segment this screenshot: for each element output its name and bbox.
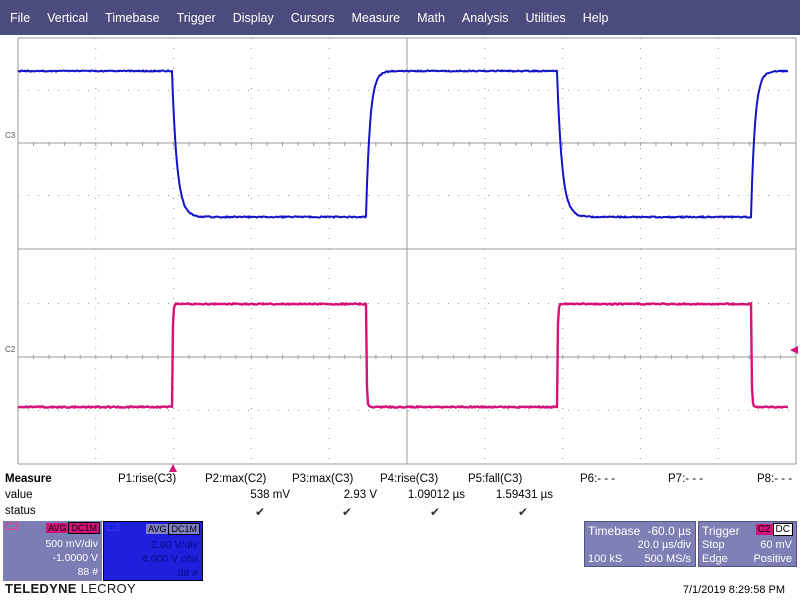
trigger-descriptor[interactable]: Trigger C2 DC Stop 60 mV Edge Positive bbox=[698, 521, 797, 567]
c2-offset: -1.0000 V bbox=[52, 552, 98, 564]
menu-cursors[interactable]: Cursors bbox=[281, 11, 342, 25]
waveform-display[interactable]: C3 C2 bbox=[0, 35, 800, 472]
measure-status-check-icon: ✔ bbox=[430, 505, 440, 519]
menu-bar: File Vertical Timebase Trigger Display Cursor… bbox=[0, 0, 800, 35]
measure-param-name[interactable]: P5:fall(C3) bbox=[468, 473, 522, 485]
c3-tag: C3 bbox=[106, 522, 120, 534]
measure-param-value: 538 mV bbox=[250, 489, 290, 501]
c2-sweeps: 88 # bbox=[78, 566, 98, 578]
c3-avg-flag: AVG bbox=[146, 524, 168, 534]
trigger-position-marker-icon[interactable] bbox=[169, 464, 177, 472]
measure-param-value: 2.93 V bbox=[344, 489, 377, 501]
trigger-coupling: DC bbox=[773, 523, 793, 536]
timebase-delay: -60.0 µs bbox=[647, 524, 691, 538]
c2-channel-descriptor[interactable]: C2 AVG DC1M 500 mV/div -1.0000 V 88 # bbox=[3, 521, 102, 581]
measure-status-check-icon: ✔ bbox=[342, 505, 352, 519]
graticule bbox=[0, 35, 800, 472]
menu-timebase[interactable]: Timebase bbox=[95, 11, 166, 25]
measure-param-name[interactable]: P3:max(C3) bbox=[292, 473, 353, 485]
measure-param-name[interactable]: P1:rise(C3) bbox=[118, 473, 176, 485]
timebase-samples: 100 kS bbox=[588, 553, 622, 565]
trigger-type: Edge bbox=[702, 553, 728, 565]
c3-coupling-flag: DC1M bbox=[168, 523, 200, 535]
menu-file[interactable]: File bbox=[0, 11, 37, 25]
measure-param-name[interactable]: P8:- - - bbox=[757, 473, 792, 485]
c2-coupling-flag: DC1M bbox=[68, 522, 100, 534]
c2-avg-flag: AVG bbox=[46, 523, 68, 533]
menu-vertical[interactable]: Vertical bbox=[37, 11, 95, 25]
measure-value-label: value bbox=[5, 489, 33, 501]
measure-param-value: 1.59431 µs bbox=[496, 489, 553, 501]
c3-vdiv: 2.00 V/div bbox=[151, 539, 198, 551]
brand-logo: TELEDYNE LECROY bbox=[5, 581, 136, 596]
measure-param-name[interactable]: P6:- - - bbox=[580, 473, 615, 485]
brand-sub: LECROY bbox=[81, 581, 136, 596]
trigger-slope: Positive bbox=[753, 553, 792, 565]
c3-level-label: C3 bbox=[5, 131, 15, 140]
timebase-label: Timebase bbox=[588, 524, 640, 538]
c2-waveform bbox=[18, 303, 788, 407]
measure-status-label: status bbox=[5, 505, 36, 517]
menu-measure[interactable]: Measure bbox=[341, 11, 407, 25]
timestamp: 7/1/2019 8:29:58 PM bbox=[683, 584, 785, 596]
menu-math[interactable]: Math bbox=[407, 11, 452, 25]
measure-status-check-icon: ✔ bbox=[255, 505, 265, 519]
measure-status-check-icon: ✔ bbox=[518, 505, 528, 519]
measure-param-name[interactable]: P2:max(C2) bbox=[205, 473, 266, 485]
c3-channel-descriptor[interactable]: C3 AVG DC1M 2.00 V/div 4.000 V ofst 88 # bbox=[103, 521, 203, 581]
brand-main: TELEDYNE bbox=[5, 581, 77, 596]
timebase-descriptor[interactable]: Timebase -60.0 µs 20.0 µs/div 100 kS 500… bbox=[584, 521, 696, 567]
menu-trigger[interactable]: Trigger bbox=[167, 11, 223, 25]
c3-offset: 4.000 V ofst bbox=[142, 553, 198, 565]
measure-param-value: 1.09012 µs bbox=[408, 489, 465, 501]
measure-param-name[interactable]: P4:rise(C3) bbox=[380, 473, 438, 485]
c3-sweeps: 88 # bbox=[178, 567, 198, 579]
trigger-source: C2 bbox=[756, 524, 773, 535]
menu-utilities[interactable]: Utilities bbox=[515, 11, 572, 25]
trigger-level: 60 mV bbox=[760, 539, 792, 551]
trigger-mode: Stop bbox=[702, 539, 725, 551]
c3-waveform bbox=[18, 70, 788, 217]
c2-offset-marker-icon[interactable] bbox=[790, 346, 798, 354]
menu-analysis[interactable]: Analysis bbox=[452, 11, 516, 25]
menu-display[interactable]: Display bbox=[223, 11, 281, 25]
menu-help[interactable]: Help bbox=[573, 11, 616, 25]
c2-tag: C2 bbox=[5, 521, 19, 533]
timebase-rate: 500 MS/s bbox=[645, 553, 691, 565]
measure-param-name[interactable]: P7:- - - bbox=[668, 473, 703, 485]
c2-vdiv: 500 mV/div bbox=[45, 538, 98, 550]
measure-table: Measure P1:rise(C3) P2:max(C2) P3:max(C3) P… bbox=[0, 472, 800, 520]
timebase-tdiv: 20.0 µs/div bbox=[638, 539, 691, 551]
measure-header: Measure bbox=[5, 473, 52, 485]
trigger-label: Trigger bbox=[702, 524, 740, 538]
c2-level-label: C2 bbox=[5, 345, 15, 354]
